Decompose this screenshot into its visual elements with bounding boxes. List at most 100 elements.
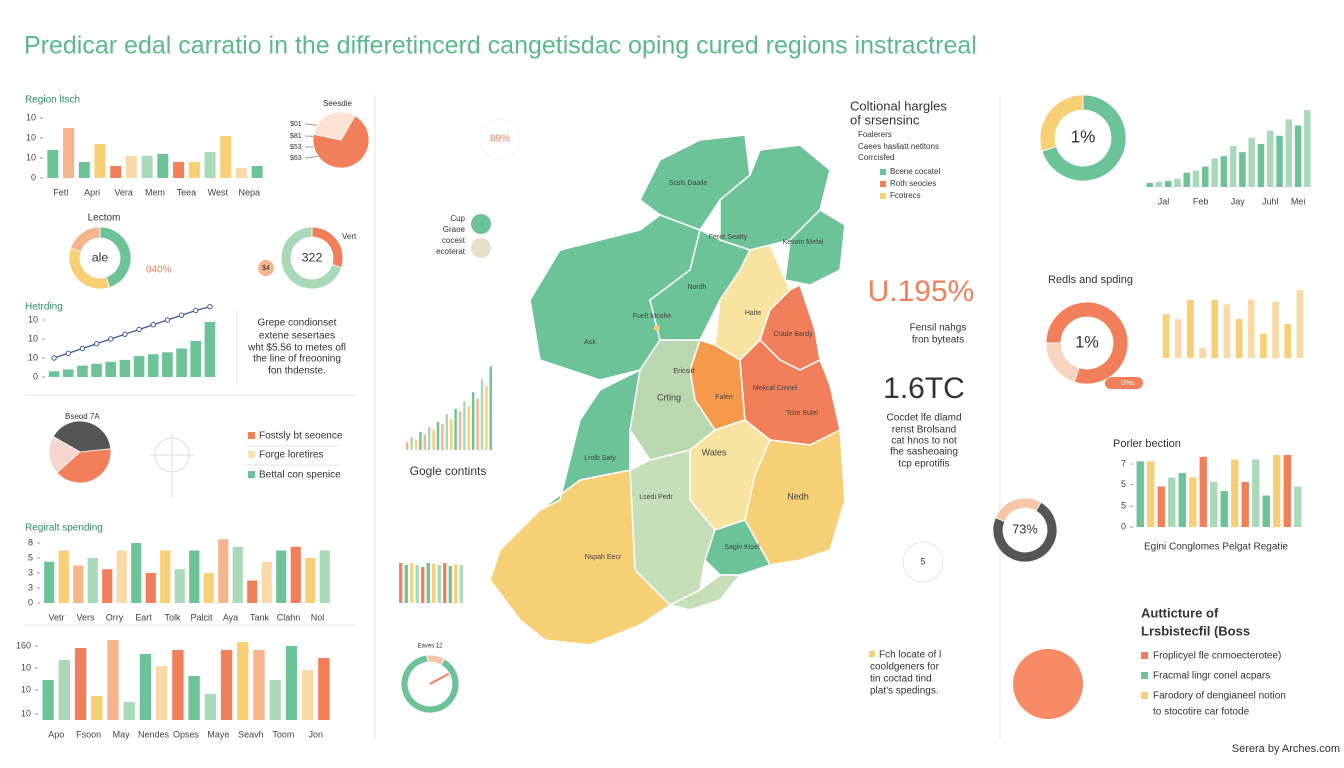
legend-dot xyxy=(471,214,491,234)
bar xyxy=(1199,456,1207,527)
bar xyxy=(1211,158,1218,187)
x-tick-label: Nendes xyxy=(138,729,170,739)
x-tick-label: Palcit xyxy=(190,612,213,622)
region-label: Wales xyxy=(702,447,727,457)
center-label: 73% xyxy=(1012,521,1038,536)
bar xyxy=(319,550,330,603)
bar xyxy=(87,558,98,603)
bar xyxy=(145,573,156,603)
region-label: Kevotn Mefal xyxy=(783,239,824,246)
y-tick-label: 0 xyxy=(28,597,33,607)
bar xyxy=(1178,473,1186,527)
bar xyxy=(119,359,131,377)
y-tick-label: 10 xyxy=(21,708,31,718)
map xyxy=(489,134,846,646)
bar xyxy=(485,385,488,450)
bar xyxy=(414,439,418,450)
chart-title: Region ltsch xyxy=(25,95,80,106)
line-point xyxy=(207,304,213,310)
bar xyxy=(110,166,122,178)
bar xyxy=(1220,491,1228,527)
bar xyxy=(1155,181,1163,187)
page-title: Predicar edal carratio in the differetin… xyxy=(24,32,977,60)
region-label: Sagin Ktsel xyxy=(724,544,760,551)
slice xyxy=(400,654,460,714)
line-point xyxy=(136,326,142,333)
legend-label: Roth seocies xyxy=(890,179,936,188)
bar xyxy=(269,680,281,720)
x-tick-label: Tank xyxy=(250,612,270,622)
annotation: $01 xyxy=(290,121,302,128)
x-tick-label: Fsoon xyxy=(76,729,101,739)
legend-swatch xyxy=(1141,672,1148,679)
heading: Coltional hargles xyxy=(850,98,947,113)
bar xyxy=(480,379,484,450)
bar xyxy=(458,411,462,450)
map-region xyxy=(667,574,742,611)
bar xyxy=(1283,455,1291,527)
bar xyxy=(1174,319,1182,358)
bar xyxy=(1257,143,1265,187)
note-line: wht $5.56 to metes ofl xyxy=(247,343,346,354)
note-line: Cocdet lfe dlamd xyxy=(886,413,961,424)
bar xyxy=(157,154,169,178)
bar xyxy=(1202,166,1209,187)
note-line: extene sesertaes xyxy=(259,331,335,342)
x-tick-label: Clahn xyxy=(277,612,301,622)
bar xyxy=(285,646,298,720)
bar xyxy=(1192,170,1200,187)
note-line: Fensil nahgs xyxy=(910,323,967,334)
bar xyxy=(415,565,419,603)
chart-title: Lectom xyxy=(88,213,121,224)
bar xyxy=(141,156,153,178)
x-tick-label: Eart xyxy=(135,612,152,622)
y-tick-label: 5 xyxy=(1121,501,1126,511)
x-tick-label: Apri xyxy=(84,187,100,197)
bar xyxy=(1231,459,1239,527)
bar xyxy=(190,340,202,377)
bar xyxy=(1187,299,1194,358)
heading: Autticture of xyxy=(1141,605,1219,620)
bar xyxy=(1248,137,1255,187)
note-line: fron byteats xyxy=(912,335,964,346)
line-point xyxy=(122,331,128,337)
bar xyxy=(1285,119,1293,187)
line-point xyxy=(150,322,156,328)
bar xyxy=(63,128,75,178)
chart-title: Bseod 7A xyxy=(65,412,100,421)
bar xyxy=(107,640,119,720)
x-tick-label: Nol xyxy=(311,612,325,622)
center-label: 1% xyxy=(1075,333,1099,351)
y-tick-label: 5 xyxy=(28,552,33,562)
bar xyxy=(1284,323,1292,358)
y-tick-label: 0 xyxy=(1121,521,1126,531)
slice xyxy=(994,497,1042,522)
bar xyxy=(1223,304,1231,358)
bar xyxy=(62,369,74,377)
bar xyxy=(437,565,441,603)
bar xyxy=(441,424,444,450)
slice xyxy=(70,226,101,253)
pill-label: 0%s xyxy=(1121,380,1135,387)
bar xyxy=(173,162,185,178)
chart-title: Gogle contints xyxy=(410,464,487,478)
label: Vert xyxy=(342,232,357,241)
tag-circle xyxy=(258,260,274,276)
bar xyxy=(1260,333,1267,358)
y-tick-label: 3 xyxy=(28,567,33,577)
bar xyxy=(448,566,452,603)
bar xyxy=(301,670,314,720)
bar xyxy=(1241,482,1249,527)
region-label: Ask xyxy=(584,339,596,346)
legend-label: cocest xyxy=(442,236,466,245)
bar xyxy=(261,561,272,603)
region-label: Tclm Bulel xyxy=(786,410,818,417)
bar xyxy=(1162,314,1170,358)
slice xyxy=(312,115,370,169)
annotation: $53 xyxy=(290,144,302,151)
annotation: $81 xyxy=(290,133,302,140)
bar xyxy=(410,437,413,450)
slice xyxy=(52,420,112,453)
y-tick-label: 10 xyxy=(28,314,38,324)
percent-label: 89% xyxy=(490,134,510,145)
